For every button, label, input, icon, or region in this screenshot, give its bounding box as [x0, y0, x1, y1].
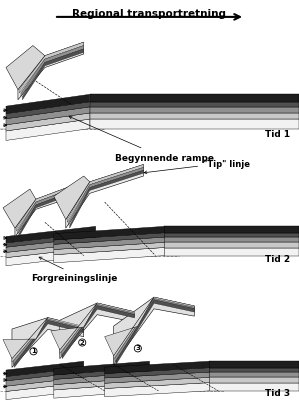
Text: Tid 3: Tid 3 — [265, 389, 290, 398]
Polygon shape — [12, 318, 84, 368]
Polygon shape — [105, 377, 209, 389]
Polygon shape — [16, 185, 75, 231]
Bar — [164, 237, 299, 242]
Polygon shape — [54, 372, 150, 385]
Bar — [209, 377, 299, 383]
Polygon shape — [60, 303, 135, 358]
Polygon shape — [54, 242, 164, 255]
Polygon shape — [105, 297, 154, 356]
Polygon shape — [21, 45, 84, 96]
Bar — [209, 368, 299, 372]
Bar — [209, 372, 299, 377]
Polygon shape — [18, 42, 84, 100]
Bar — [90, 113, 299, 119]
Polygon shape — [51, 303, 97, 350]
Polygon shape — [105, 368, 209, 378]
Polygon shape — [67, 164, 144, 222]
Bar — [209, 383, 299, 391]
Polygon shape — [54, 377, 150, 390]
Text: Begynnende rampe: Begynnende rampe — [115, 154, 214, 163]
Polygon shape — [6, 233, 96, 247]
Polygon shape — [114, 297, 194, 359]
Polygon shape — [6, 45, 45, 89]
Polygon shape — [54, 248, 164, 263]
Polygon shape — [19, 42, 84, 93]
Polygon shape — [114, 297, 194, 365]
Polygon shape — [60, 303, 135, 353]
Polygon shape — [66, 164, 144, 228]
Polygon shape — [6, 113, 90, 131]
Polygon shape — [54, 368, 150, 379]
Bar — [164, 248, 299, 255]
Bar — [164, 242, 299, 248]
Bar — [90, 119, 299, 129]
Polygon shape — [12, 318, 84, 362]
Polygon shape — [62, 306, 135, 358]
Polygon shape — [6, 248, 96, 266]
Text: Regional transportretning: Regional transportretning — [72, 9, 227, 19]
Polygon shape — [54, 237, 164, 250]
Polygon shape — [105, 361, 209, 374]
Polygon shape — [13, 319, 84, 365]
Polygon shape — [3, 318, 48, 358]
Text: Tid 1: Tid 1 — [265, 130, 290, 139]
Bar — [90, 102, 299, 107]
Polygon shape — [54, 176, 90, 220]
Text: Forgreiningslinje: Forgreiningslinje — [32, 274, 118, 283]
Polygon shape — [6, 372, 84, 386]
Bar — [164, 226, 299, 233]
Polygon shape — [116, 300, 194, 365]
Polygon shape — [54, 383, 150, 398]
Polygon shape — [6, 377, 84, 391]
Polygon shape — [105, 383, 209, 397]
Polygon shape — [6, 361, 84, 377]
Polygon shape — [6, 107, 90, 125]
Polygon shape — [22, 49, 84, 100]
Polygon shape — [68, 167, 144, 225]
Polygon shape — [6, 226, 96, 243]
Text: 1: 1 — [31, 348, 36, 354]
Polygon shape — [6, 237, 96, 253]
Bar — [164, 233, 299, 237]
Bar — [209, 361, 299, 368]
Polygon shape — [61, 304, 135, 356]
Polygon shape — [115, 298, 194, 362]
Polygon shape — [18, 187, 75, 234]
Polygon shape — [3, 189, 36, 228]
Polygon shape — [54, 226, 164, 240]
Polygon shape — [6, 119, 90, 140]
Polygon shape — [6, 102, 90, 119]
Polygon shape — [6, 368, 84, 381]
Polygon shape — [19, 190, 75, 237]
Bar — [90, 94, 299, 102]
Text: "Tip" linje: "Tip" linje — [203, 160, 250, 169]
Polygon shape — [15, 185, 75, 237]
Polygon shape — [70, 170, 144, 228]
Polygon shape — [54, 361, 150, 375]
Text: 3: 3 — [135, 345, 140, 351]
Text: Tid 2: Tid 2 — [265, 255, 290, 264]
Polygon shape — [6, 242, 96, 258]
Text: 2: 2 — [80, 339, 85, 346]
Polygon shape — [6, 383, 84, 400]
Polygon shape — [105, 372, 209, 383]
Bar — [90, 107, 299, 113]
Polygon shape — [14, 320, 84, 368]
Polygon shape — [6, 94, 90, 114]
Polygon shape — [54, 233, 164, 244]
